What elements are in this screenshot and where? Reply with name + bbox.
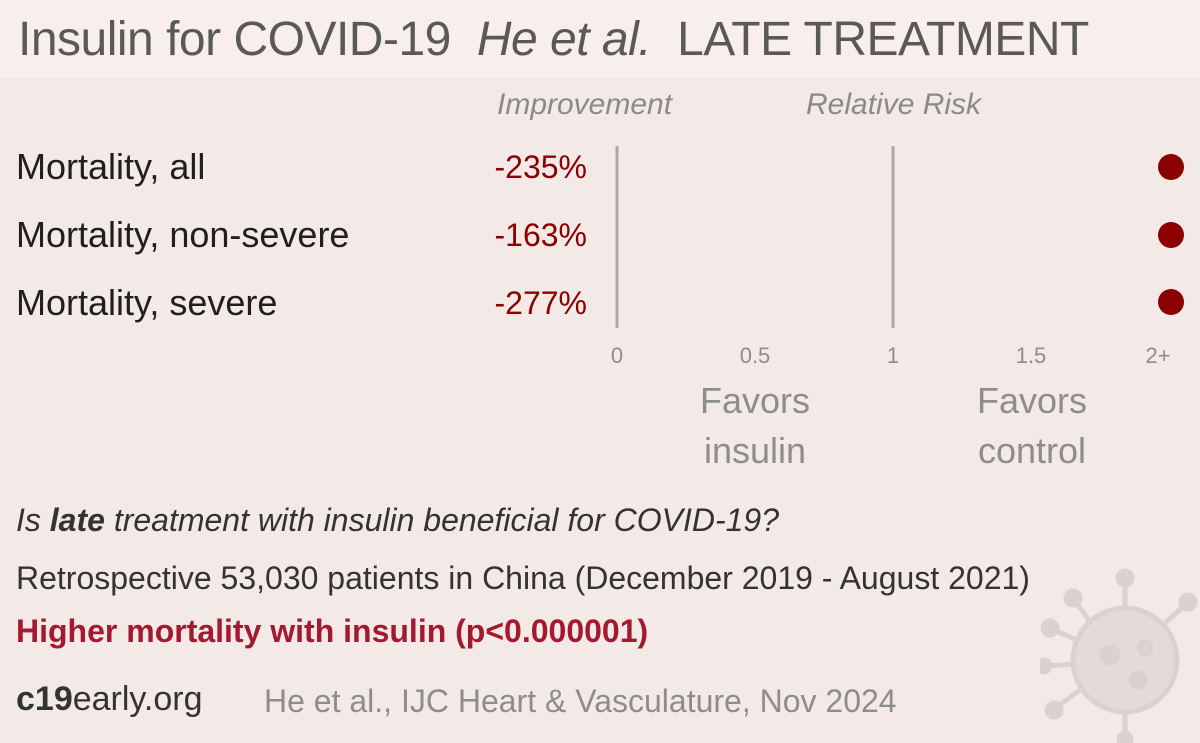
improvement-value: -277% — [494, 285, 588, 321]
outcome-label: Mortality, non-severe — [16, 214, 350, 255]
risk-point — [1158, 222, 1184, 248]
improvement-value: -163% — [494, 217, 588, 253]
question-post: treatment with insulin beneficial for CO… — [104, 502, 779, 538]
x-tick-label: 2+ — [1145, 343, 1170, 368]
question-bold: late — [49, 502, 105, 538]
outcome-label: Mortality, all — [16, 146, 206, 187]
risk-point — [1158, 289, 1184, 315]
site-name[interactable]: c19early.org — [16, 680, 203, 719]
x-tick-label: 1 — [887, 343, 899, 368]
citation: He et al., IJC Heart & Vasculature, Nov … — [264, 683, 897, 719]
improvement-value: -235% — [494, 149, 588, 185]
page-title: Insulin for COVID-19 He et al. LATE TREATM… — [18, 12, 1115, 67]
x-tick-label: 0 — [611, 343, 623, 368]
question-text: Is late treatment with insulin beneficia… — [16, 502, 779, 539]
title-main: Insulin for COVID-19 — [18, 13, 451, 66]
x-tick-label: 0.5 — [740, 343, 771, 368]
relative-risk-header: Relative Risk — [806, 88, 982, 121]
favors-right-label: Favors control — [976, 380, 1088, 471]
question-pre: Is — [16, 502, 50, 538]
title-bar — [0, 0, 1200, 78]
title-stage: LATE TREATMENT — [677, 13, 1089, 66]
site-name-rest: early.org — [72, 680, 203, 718]
outcome-label: Mortality, severe — [16, 282, 278, 323]
x-tick-label: 1.5 — [1016, 343, 1047, 368]
favors-left-label: Favors insulin — [699, 380, 811, 471]
improvement-header: Improvement — [497, 88, 673, 121]
title-authors: He et al. — [476, 13, 652, 66]
conclusion: Higher mortality with insulin (p<0.00000… — [16, 613, 649, 649]
risk-point — [1158, 154, 1184, 180]
site-name-bold: c19 — [16, 680, 73, 718]
study-design: Retrospective 53,030 patients in China (… — [16, 560, 1030, 596]
virus-icon — [1040, 568, 1198, 743]
